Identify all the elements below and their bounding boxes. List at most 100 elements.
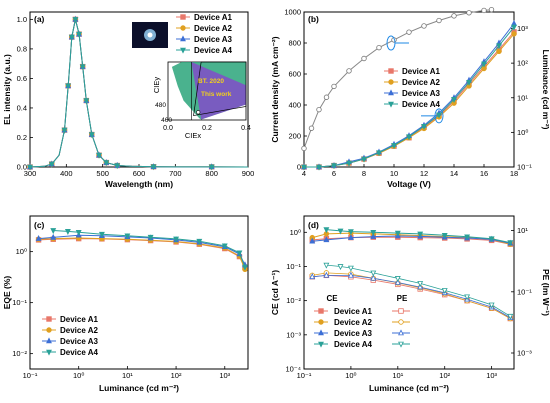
panel-b-ytick-right-label: 10³ [517, 24, 528, 33]
bt2020-triangle [193, 61, 247, 116]
panel-d-ylabel: CE (cd A⁻¹) [270, 270, 280, 315]
panel-d-legend-label: Device A2 [334, 318, 373, 327]
panel-d-legend-label: Device A3 [334, 329, 373, 338]
panel-b-frame [303, 11, 515, 168]
panel-a-ytick-label: 0.4 [17, 103, 27, 112]
panel-a-xtick-label: 600 [133, 169, 146, 178]
panel-d-ce-line [312, 236, 511, 245]
panel-d-pe-point [323, 271, 330, 278]
panel-c-point [242, 264, 248, 271]
panel-a-point [88, 132, 95, 139]
current-density-point [466, 10, 472, 16]
panel-b-xtick-label: 8 [362, 169, 366, 178]
panel-a-legend-label: Device A4 [194, 46, 233, 55]
panel-d-legend-pe-marker [398, 341, 404, 348]
panel-d-legend-pe-marker [398, 319, 404, 325]
panel-b-legend-label: Device A4 [402, 100, 441, 109]
panel-a-xtick-label: 900 [242, 169, 255, 178]
panel-c-legend-marker [46, 349, 52, 356]
panel-b-luminance-point [316, 164, 322, 171]
panel-d-ce-point [347, 229, 354, 236]
panel-a-legend-marker [180, 47, 186, 54]
panel-a-point [208, 164, 215, 171]
panel-d-ce-point [417, 231, 424, 238]
panel-c-xtick-label: 10² [171, 371, 182, 380]
panel-d-pe-point [347, 265, 354, 272]
panel-d-pe-line [326, 264, 511, 317]
panel-b-xtick-label: 18 [510, 169, 518, 178]
panel-b-xtick-label: 4 [302, 169, 306, 178]
panel-d-pe-point [488, 302, 495, 309]
panel-d-legend-label: Device A1 [334, 307, 373, 316]
panel-c-xtick-label: 10³ [219, 371, 230, 380]
panel-d-ce-point [394, 230, 401, 237]
panel-c-point [75, 229, 82, 236]
panel-b-legend-marker [388, 68, 394, 74]
panel-c-series-line [38, 238, 246, 268]
panel-a-point [83, 98, 90, 105]
panel-b-luminance-point [331, 163, 337, 170]
panel-a-legend-marker [180, 25, 186, 31]
panel-b-xtick-label: 6 [332, 169, 336, 178]
panel-d-xtick-label: 10⁻¹ [297, 371, 312, 380]
cie-xtick-label: 0.2 [202, 125, 212, 132]
panel-d-pe-point [309, 273, 316, 280]
cie-point [196, 110, 201, 115]
panel-a-point [65, 83, 72, 90]
panel-b-luminance-point [406, 134, 412, 141]
panel-d-pe-point [323, 262, 330, 269]
panel-a-ytick-label: 0.6 [17, 74, 27, 83]
panel-d-ce-point [337, 228, 344, 235]
cie-xtick-label: 0.4 [241, 125, 251, 132]
current-density-point [451, 13, 457, 19]
panel-d-xtick-label: 10¹ [392, 371, 403, 380]
panel-d-ce-point [370, 232, 377, 239]
current-density-point [323, 94, 330, 100]
panel-c-ytick-label: 10⁻² [12, 349, 27, 358]
panel-b-luminance-point [511, 19, 517, 26]
device-glow-core [147, 32, 153, 38]
panel-b-ytick-right-label: 10² [517, 59, 528, 68]
panel-a-xtick-label: 300 [24, 169, 37, 178]
panel-d-ytick-right-label: 10⁻¹ [517, 287, 532, 296]
panel-b-luminance-point [346, 160, 352, 167]
panel-d-legend-marker [318, 329, 324, 336]
panel-b-legend-label: Device A3 [402, 89, 441, 98]
panel-a-point [103, 160, 110, 167]
panel-a-ytick-label: 0.2 [17, 133, 27, 142]
panel-c-xtick-label: 10⁻¹ [23, 371, 38, 380]
cie-label-this-work: This work [201, 91, 232, 98]
panel-a-legend-marker [180, 35, 186, 42]
panel-d-ytick-label: 10⁻² [286, 296, 301, 305]
panel-d-ce-line [326, 229, 511, 244]
panel-d-xlabel: Luminance (cd m⁻²) [369, 383, 449, 393]
panel-c-legend-label: Device A1 [60, 315, 99, 324]
panel-c-legend-marker [46, 327, 52, 333]
panel-c-legend-label: Device A3 [60, 337, 99, 346]
panel-d-pe-point [417, 281, 424, 287]
panel-d-pe-point [337, 264, 344, 271]
panel-d-pe-point [507, 313, 514, 320]
panel-c-legend-marker [46, 337, 52, 344]
panel-b-legend-label: Device A1 [402, 67, 441, 76]
panel-a-point [68, 34, 75, 41]
panel-d-pe-point [394, 278, 401, 285]
panel-c-point [124, 233, 131, 240]
panel-b-tag: (b) [308, 14, 319, 24]
panel-d-legend-label: Device A4 [334, 340, 373, 349]
panel-c-ytick-label: 10⁰ [16, 247, 27, 256]
panel-d-ytick-right-label: 10⁻³ [517, 348, 532, 357]
panel-b-xtick-label: 10 [390, 169, 398, 178]
panel-b-legend-label: Device A2 [402, 78, 441, 87]
panel-a-xtick-label: 700 [169, 169, 182, 178]
panel-c-point [147, 234, 154, 241]
panel-b-luminance-point [361, 156, 367, 163]
panel-b-luminance-point [376, 150, 382, 157]
panel-a-legend-label: Device A1 [194, 13, 233, 22]
panel-c-ylabel: EQE (%) [2, 276, 12, 310]
panel-b-luminance-point [511, 31, 517, 37]
panel-d-ylabel-right: PE (lm W⁻¹) [541, 269, 550, 316]
panel-d-pe-point [347, 271, 354, 278]
panel-b-ytick-label: 200 [288, 132, 301, 141]
